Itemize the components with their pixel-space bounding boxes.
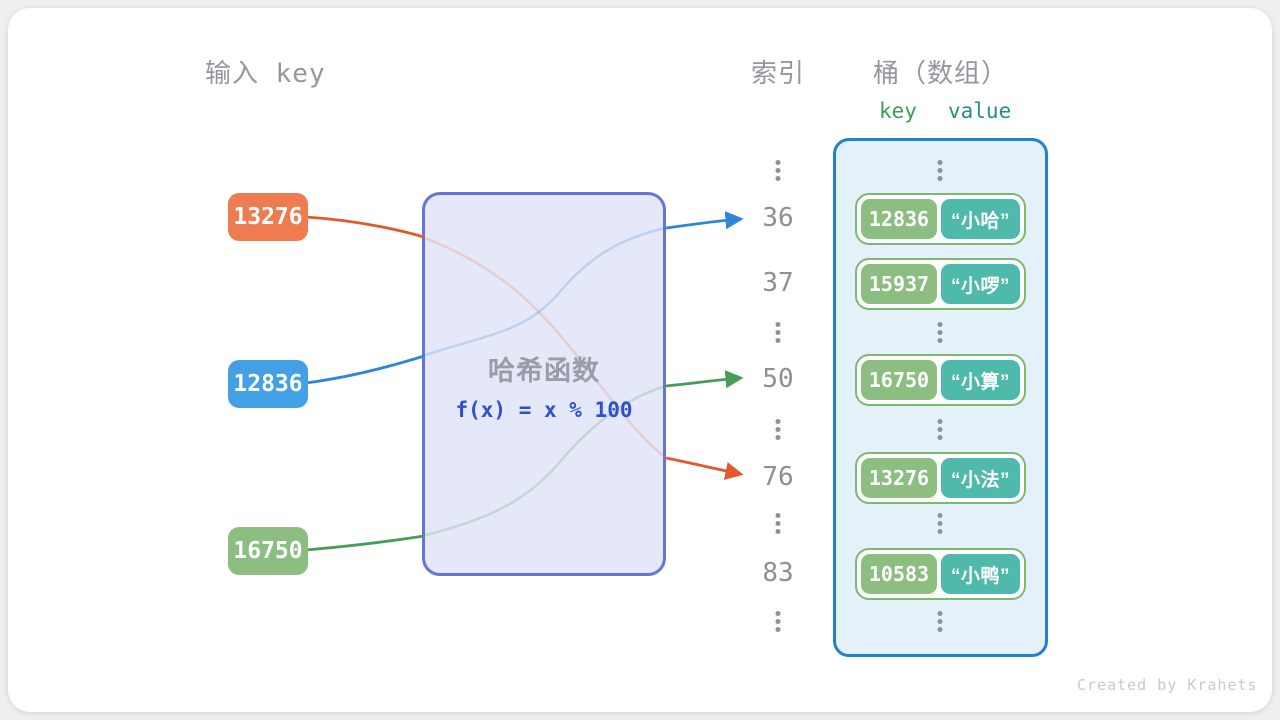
pair-value: “小算” — [941, 360, 1020, 400]
input-key-box-orange: 13276 — [228, 193, 308, 241]
pair-key: 15937 — [861, 264, 937, 304]
pair-key: 10583 — [861, 554, 937, 594]
heading-input-key: 输入 key — [205, 59, 326, 89]
index-value: 50 — [762, 364, 794, 394]
pair-key: 13276 — [861, 458, 937, 498]
watermark: Created by Krahets — [1077, 676, 1258, 694]
hash-function-box — [422, 192, 666, 576]
pair-value: “小法” — [941, 458, 1020, 498]
column-label-key: key — [879, 99, 917, 123]
pair-value: “小啰” — [941, 264, 1020, 304]
bucket-pair: 13276 “小法” — [855, 452, 1026, 504]
ellipsis-icon — [937, 513, 943, 534]
ellipsis-icon — [775, 513, 781, 534]
ellipsis-icon — [775, 611, 781, 632]
index-value: 36 — [762, 203, 794, 233]
ellipsis-icon — [937, 419, 943, 440]
ellipsis-icon — [937, 611, 943, 632]
pair-value: “小哈” — [941, 199, 1020, 239]
bucket-pair: 12836 “小哈” — [855, 193, 1026, 245]
heading-index: 索引 — [750, 58, 805, 88]
ellipsis-icon — [937, 160, 943, 181]
ellipsis-icon — [775, 419, 781, 440]
input-key-box-blue: 12836 — [228, 360, 308, 408]
pair-key: 16750 — [861, 360, 937, 400]
ellipsis-icon — [937, 322, 943, 343]
heading-bucket: 桶（数组） — [872, 58, 1008, 88]
hash-function-title: 哈希函数 — [488, 356, 600, 386]
bucket-pair: 16750 “小算” — [855, 354, 1026, 406]
pair-key: 12836 — [861, 199, 937, 239]
index-value: 37 — [762, 268, 794, 298]
input-key-box-green: 16750 — [228, 527, 308, 575]
index-value: 83 — [762, 558, 794, 588]
bucket-pair: 15937 “小啰” — [855, 258, 1026, 310]
index-value: 76 — [762, 462, 794, 492]
column-label-value: value — [948, 99, 1012, 123]
ellipsis-icon — [775, 322, 781, 343]
pair-value: “小鸭” — [941, 554, 1020, 594]
ellipsis-icon — [775, 160, 781, 181]
bucket-pair: 10583 “小鸭” — [855, 548, 1026, 600]
bucket-container: 12836 “小哈” 15937 “小啰” 16750 “小算” 13276 “… — [833, 138, 1048, 657]
hash-function-formula: f(x) = x % 100 — [455, 398, 633, 422]
